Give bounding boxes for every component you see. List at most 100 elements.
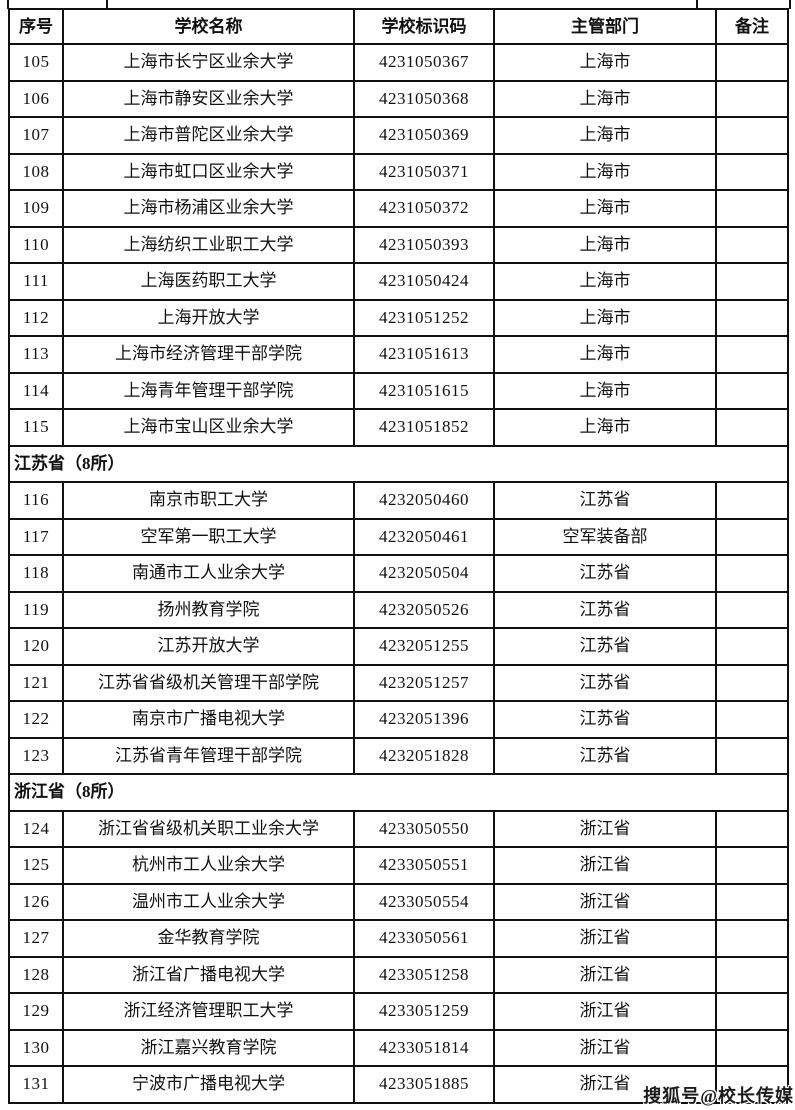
school-row: 120 江苏开放大学 4232051255 江苏省 [8,627,789,666]
school-name-cell: 江苏省青年管理干部学院 [62,736,355,775]
school-name-cell: 浙江嘉兴教育学院 [62,1028,355,1067]
school-name-cell: 空军第一职工大学 [62,517,355,556]
remark-cell [715,554,789,593]
remark-cell [715,116,789,155]
school-row: 109 上海市杨浦区业余大学 4231050372 上海市 [8,189,789,228]
school-row: 105 上海市长宁区业余大学 4231050367 上海市 [8,43,789,82]
school-name-cell: 上海市普陀区业余大学 [62,116,355,155]
watermark-text: 搜狐号@校长传媒 [643,1086,794,1106]
school-code-cell: 4233050551 [353,846,495,885]
school-row: 114 上海青年管理干部学院 4231051615 上海市 [8,371,789,410]
school-name-cell: 南京市职工大学 [62,481,355,520]
school-name-cell: 江苏开放大学 [62,627,355,666]
school-row: 113 上海市经济管理干部学院 4231051613 上海市 [8,335,789,374]
province-section-label: 江苏省（8所） [8,444,789,483]
school-code-cell: 4233050550 [353,809,495,848]
department-cell: 上海市 [493,225,717,264]
remark-cell [715,481,789,520]
school-name-cell: 上海市静安区业余大学 [62,79,355,118]
school-code-cell: 4233051885 [353,1065,495,1104]
school-name-cell: 上海市长宁区业余大学 [62,43,355,82]
serial-number-cell: 119 [8,590,64,629]
remark-cell [715,262,789,301]
province-section-row: 浙江省（8所） [8,773,789,812]
school-code-cell: 4231050393 [353,225,495,264]
school-row: 127 金华教育学院 4233050561 浙江省 [8,919,789,958]
remark-cell [715,809,789,848]
department-cell: 上海市 [493,298,717,337]
school-row: 122 南京市广播电视大学 4232051396 江苏省 [8,700,789,739]
remark-cell [715,335,789,374]
remark-cell [715,298,789,337]
school-code-cell: 4232051255 [353,627,495,666]
school-row: 121 江苏省省级机关管理干部学院 4232051257 江苏省 [8,663,789,702]
remark-cell [715,371,789,410]
school-code-cell: 4232051396 [353,700,495,739]
school-name-cell: 上海市杨浦区业余大学 [62,189,355,228]
remark-cell [715,627,789,666]
school-row: 108 上海市虹口区业余大学 4231050371 上海市 [8,152,789,191]
school-code-cell: 4231050367 [353,43,495,82]
remark-cell [715,846,789,885]
school-row: 116 南京市职工大学 4232050460 江苏省 [8,481,789,520]
serial-number-cell: 121 [8,663,64,702]
remark-cell [715,225,789,264]
serial-number-cell: 125 [8,846,64,885]
serial-number-cell: 126 [8,882,64,921]
serial-number-cell: 112 [8,298,64,337]
department-cell: 上海市 [493,79,717,118]
school-row: 106 上海市静安区业余大学 4231050368 上海市 [8,79,789,118]
school-code-cell: 4231051615 [353,371,495,410]
department-cell: 上海市 [493,189,717,228]
school-name-cell: 上海纺织工业职工大学 [62,225,355,264]
department-cell: 浙江省 [493,846,717,885]
serial-number-cell: 129 [8,992,64,1031]
school-row: 131 宁波市广播电视大学 4233051885 浙江省 [8,1065,789,1104]
school-code-cell: 4231051852 [353,408,495,447]
school-code-cell: 4232051257 [353,663,495,702]
department-cell: 浙江省 [493,809,717,848]
remark-cell [715,736,789,775]
remark-cell [715,79,789,118]
school-code-cell: 4231051613 [353,335,495,374]
remark-cell [715,955,789,994]
school-row: 110 上海纺织工业职工大学 4231050393 上海市 [8,225,789,264]
column-header-department: 主管部门 [493,8,717,45]
serial-number-cell: 111 [8,262,64,301]
school-code-cell: 4232051828 [353,736,495,775]
school-row: 107 上海市普陀区业余大学 4231050369 上海市 [8,116,789,155]
school-code-cell: 4233050554 [353,882,495,921]
department-cell: 上海市 [493,335,717,374]
remark-cell [715,590,789,629]
department-cell: 上海市 [493,262,717,301]
column-header-school-code: 学校标识码 [353,8,495,45]
serial-number-cell: 115 [8,408,64,447]
school-name-cell: 上海青年管理干部学院 [62,371,355,410]
school-name-cell: 温州市工人业余大学 [62,882,355,921]
department-cell: 江苏省 [493,700,717,739]
school-name-cell: 上海市宝山区业余大学 [62,408,355,447]
remark-cell [715,43,789,82]
cropped-gridline-stub [789,0,791,9]
school-code-cell: 4233051814 [353,1028,495,1067]
school-name-cell: 上海医药职工大学 [62,262,355,301]
serial-number-cell: 105 [8,43,64,82]
serial-number-cell: 114 [8,371,64,410]
cropped-gridline-stub [7,0,9,9]
department-cell: 江苏省 [493,736,717,775]
school-row: 123 江苏省青年管理干部学院 4232051828 江苏省 [8,736,789,775]
school-row: 112 上海开放大学 4231051252 上海市 [8,298,789,337]
school-code-cell: 4232050460 [353,481,495,520]
serial-number-cell: 106 [8,79,64,118]
department-cell: 浙江省 [493,1028,717,1067]
school-row: 130 浙江嘉兴教育学院 4233051814 浙江省 [8,1028,789,1067]
serial-number-cell: 108 [8,152,64,191]
school-name-cell: 上海市虹口区业余大学 [62,152,355,191]
school-code-cell: 4231051252 [353,298,495,337]
department-cell: 空军装备部 [493,517,717,556]
school-name-cell: 江苏省省级机关管理干部学院 [62,663,355,702]
school-name-cell: 上海开放大学 [62,298,355,337]
school-name-cell: 杭州市工人业余大学 [62,846,355,885]
school-row: 111 上海医药职工大学 4231050424 上海市 [8,262,789,301]
